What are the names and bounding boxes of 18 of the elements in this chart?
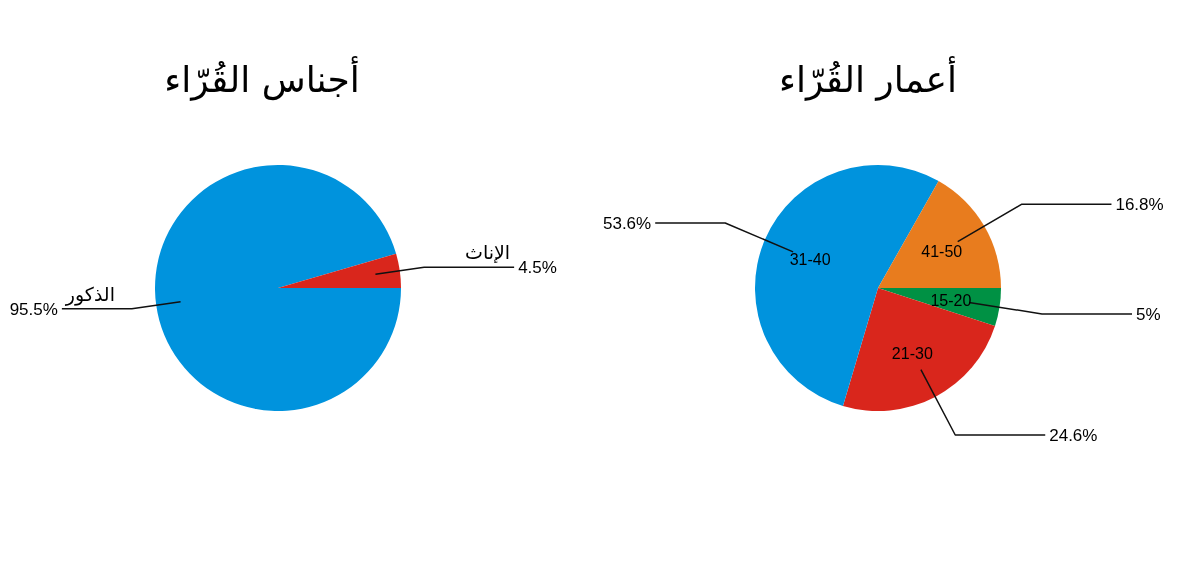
data-label: 16.8% xyxy=(1115,195,1164,215)
slice-label: 41-50 xyxy=(921,242,963,260)
slice-label: 21-30 xyxy=(891,345,933,363)
slice-label: الذكور xyxy=(64,282,115,306)
data-label: 95.5% xyxy=(9,299,58,319)
slice-label: 31-40 xyxy=(789,251,831,269)
data-label: 4.5% xyxy=(518,258,557,278)
pie-slice xyxy=(878,180,1001,288)
pie-slice xyxy=(278,253,401,288)
chart-title: أعمار القُرّاء xyxy=(778,56,958,101)
pie-slice xyxy=(155,165,401,411)
data-label: 24.6% xyxy=(1049,425,1098,445)
data-label: 5% xyxy=(1136,304,1161,324)
data-label: 53.6% xyxy=(602,214,652,234)
slice-label: 15-20 xyxy=(930,291,972,309)
chart-title: أجناس القُرّاء xyxy=(164,56,360,101)
slice-label: الإناث xyxy=(465,241,511,265)
pie-slice xyxy=(842,288,995,411)
